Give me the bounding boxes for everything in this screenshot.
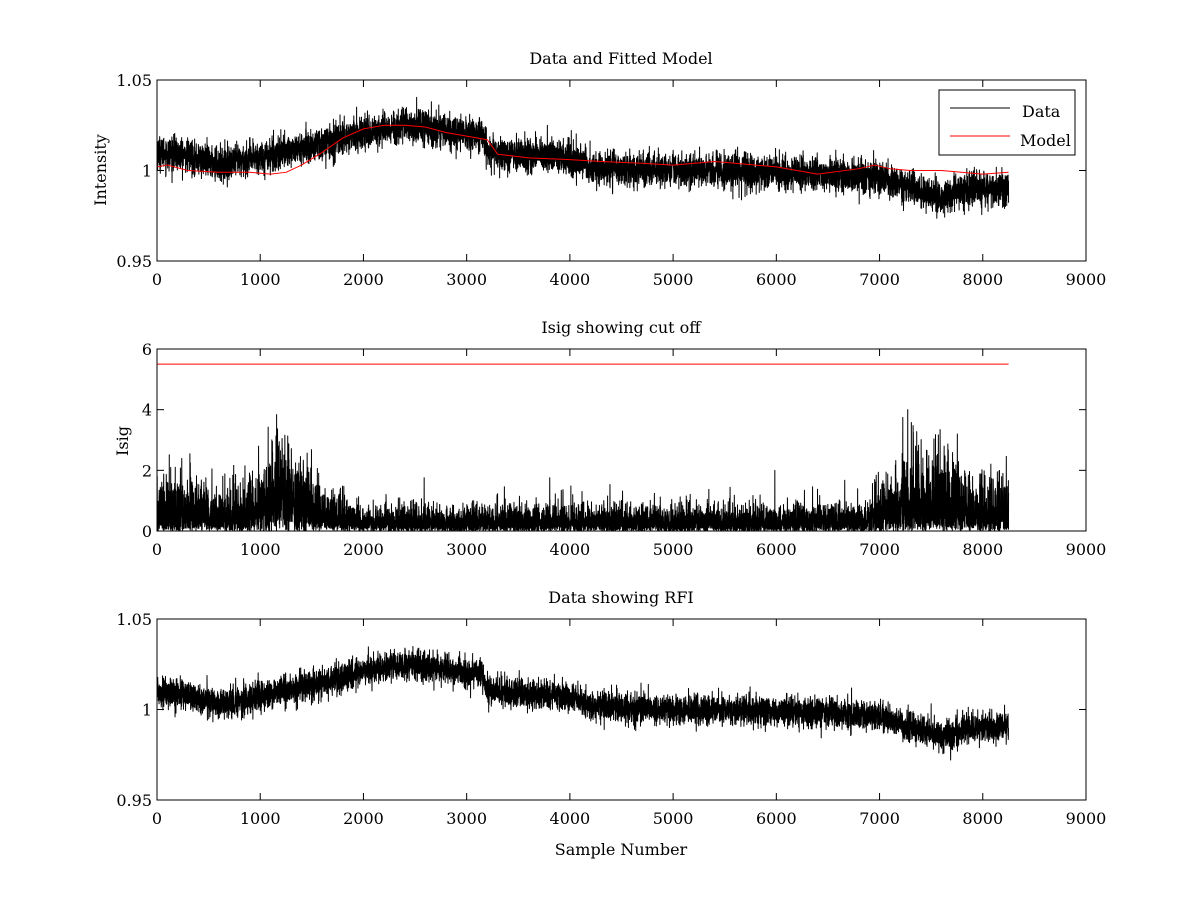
x-tick-label: 8000 bbox=[962, 809, 1003, 828]
series-group bbox=[157, 363, 1010, 531]
plot-area: 0 1000 2000 3000 4000 5000 6000 7000 8000 9000 0 2 4… bbox=[142, 340, 1107, 559]
x-tick-label: 7000 bbox=[859, 809, 900, 828]
x-tick-label: 8000 bbox=[962, 270, 1003, 289]
x-tick-label: 2000 bbox=[343, 270, 384, 289]
x-tick-label: 9000 bbox=[1066, 270, 1107, 289]
x-tick-label: 2000 bbox=[343, 540, 384, 559]
y-tick-label: 1.05 bbox=[116, 71, 152, 90]
x-tick-label: 6000 bbox=[756, 540, 797, 559]
x-tick-label: 9000 bbox=[1066, 540, 1107, 559]
x-tick-label: 4000 bbox=[550, 270, 591, 289]
x-tick-label: 1000 bbox=[240, 809, 281, 828]
y-tick-label: 4 bbox=[142, 401, 152, 420]
panel-isig-showing-cut-off: Isig showing cut off Isig 0 1000 2000 3000 4… bbox=[113, 318, 1106, 559]
x-tick-label: 7000 bbox=[859, 270, 900, 289]
y-tick-label: 2 bbox=[142, 461, 152, 480]
series-line-signal bbox=[157, 645, 1010, 761]
panel-data-and-fitted-model: Data and Fitted Model Intensity 0 1000 200… bbox=[91, 49, 1106, 289]
plot-area: 0 1000 2000 3000 4000 5000 6000 7000 8000 9000 0.9… bbox=[116, 71, 1106, 289]
panel-title: Data and Fitted Model bbox=[529, 49, 712, 68]
x-tick-label: 5000 bbox=[653, 540, 694, 559]
panel-title: Data showing RFI bbox=[548, 588, 693, 607]
x-tick-label: 7000 bbox=[859, 540, 900, 559]
legend-box bbox=[938, 89, 1076, 156]
y-tick-label: 1.05 bbox=[116, 610, 152, 629]
y-axis-label: Intensity bbox=[91, 134, 110, 206]
x-tick-label: 0 bbox=[152, 270, 162, 289]
y-tick-label: 1 bbox=[142, 701, 152, 720]
panel-title: Isig showing cut off bbox=[541, 318, 702, 337]
x-axis-label: Sample Number bbox=[555, 840, 688, 859]
y-axis-label: Isig bbox=[113, 426, 132, 456]
legend: Data Model bbox=[938, 89, 1076, 156]
panel-data-showing-rfi: Data showing RFI Sample Number 0 1000 2000… bbox=[116, 588, 1106, 859]
legend-entry-data: Data bbox=[1022, 102, 1061, 121]
x-tick-label: 1000 bbox=[240, 270, 281, 289]
series-line-model bbox=[157, 124, 1009, 175]
y-tick-label: 1 bbox=[142, 162, 152, 181]
y-tick-label: 0.95 bbox=[116, 252, 152, 271]
x-tick-label: 3000 bbox=[446, 270, 487, 289]
x-tick-label: 1000 bbox=[240, 540, 281, 559]
x-tick-label: 0 bbox=[152, 540, 162, 559]
legend-entry-model: Model bbox=[1020, 131, 1071, 150]
x-tick-label: 6000 bbox=[756, 809, 797, 828]
plot-area: 0 1000 2000 3000 4000 5000 6000 7000 8000 9000 0.9… bbox=[116, 610, 1106, 828]
y-tick-label: 0.95 bbox=[116, 791, 152, 810]
x-tick-label: 2000 bbox=[343, 809, 384, 828]
series-line-signal bbox=[157, 409, 1010, 531]
y-tick-label: 0 bbox=[142, 522, 152, 541]
series-group bbox=[157, 645, 1010, 761]
axes-frame bbox=[156, 348, 1087, 532]
series-group bbox=[157, 96, 1010, 219]
x-tick-label: 4000 bbox=[550, 540, 591, 559]
x-tick-label: 5000 bbox=[653, 809, 694, 828]
x-tick-label: 8000 bbox=[962, 540, 1003, 559]
x-tick-label: 3000 bbox=[446, 809, 487, 828]
x-tick-label: 4000 bbox=[550, 809, 591, 828]
x-tick-label: 5000 bbox=[653, 270, 694, 289]
x-tick-label: 6000 bbox=[756, 270, 797, 289]
x-tick-label: 3000 bbox=[446, 540, 487, 559]
x-tick-label: 9000 bbox=[1066, 809, 1107, 828]
x-tick-label: 0 bbox=[152, 809, 162, 828]
y-tick-label: 6 bbox=[142, 340, 152, 359]
